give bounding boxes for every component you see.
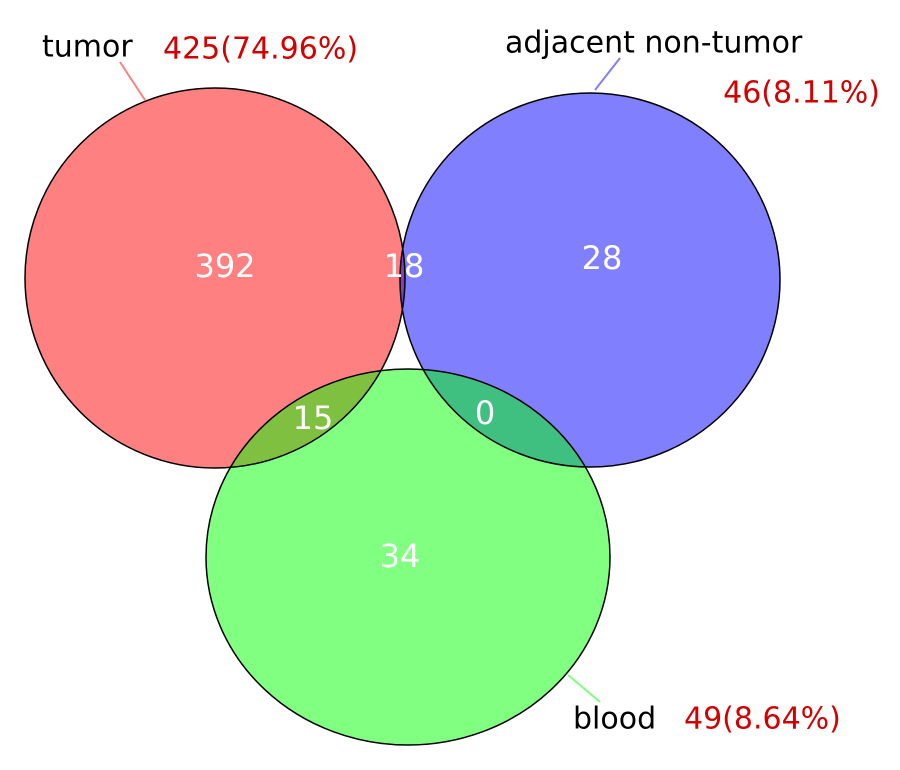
tumor-circle bbox=[25, 88, 405, 468]
region-count: 28 bbox=[582, 239, 623, 277]
set-name: blood bbox=[573, 702, 656, 737]
outlines bbox=[24, 87, 781, 746]
region-count: 18 bbox=[384, 247, 425, 285]
region-count: 392 bbox=[194, 247, 255, 285]
leader-line bbox=[594, 57, 621, 91]
set-count: 46(8.11%) bbox=[723, 76, 880, 111]
set-count: 425(74.96%) bbox=[163, 32, 358, 67]
set-name: tumor bbox=[42, 30, 133, 65]
leader-line bbox=[119, 61, 146, 101]
set-name: adjacent non-tumor bbox=[505, 26, 803, 61]
adjacent-circle bbox=[400, 93, 780, 467]
set-count: 49(8.64%) bbox=[684, 702, 841, 737]
region-count: 0 bbox=[475, 394, 495, 432]
leader-line bbox=[567, 674, 601, 703]
region-count: 34 bbox=[380, 537, 421, 575]
blood-circle bbox=[206, 369, 610, 745]
region-count: 15 bbox=[293, 399, 334, 437]
